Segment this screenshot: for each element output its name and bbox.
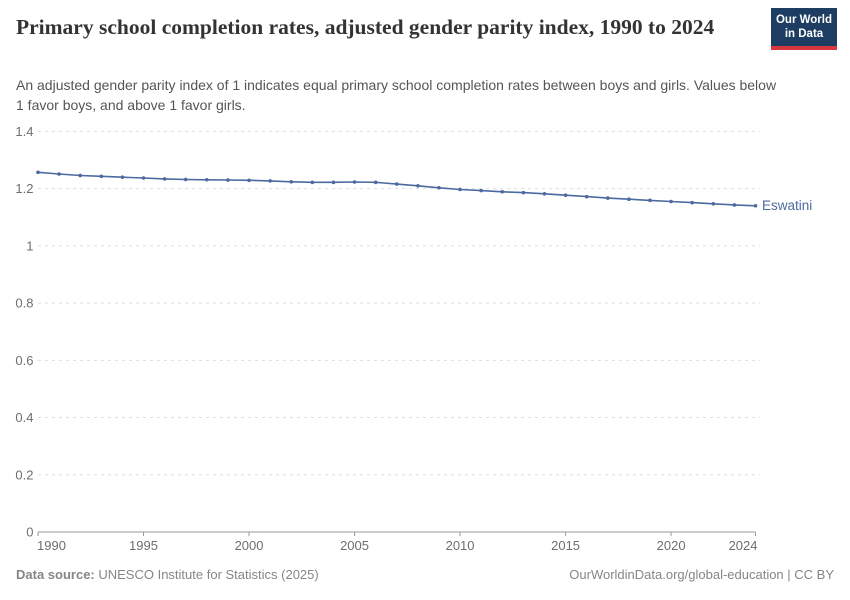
y-tick-label: 1 (26, 238, 33, 253)
data-point[interactable] (162, 177, 167, 181)
x-tick-label: 2015 (551, 538, 580, 553)
data-point[interactable] (226, 178, 230, 182)
data-point[interactable] (753, 203, 758, 208)
chart-footer: Data source: UNESCO Institute for Statis… (16, 567, 834, 582)
data-point[interactable] (394, 182, 399, 186)
data-point[interactable] (205, 177, 209, 182)
data-point[interactable] (437, 185, 441, 190)
x-tick-label: 1990 (37, 538, 66, 553)
data-point[interactable] (690, 200, 694, 205)
data-point[interactable] (36, 170, 40, 175)
data-point[interactable] (458, 187, 462, 192)
data-point[interactable] (669, 199, 673, 204)
data-point[interactable] (605, 196, 610, 200)
data-point[interactable] (247, 178, 251, 183)
x-tick-label: 2000 (235, 538, 264, 553)
data-source: Data source: UNESCO Institute for Statis… (16, 567, 319, 582)
footer-link[interactable]: OurWorldinData.org/global-education | CC… (569, 567, 834, 582)
data-point[interactable] (289, 179, 294, 184)
x-tick-label: 2005 (340, 538, 369, 553)
data-point[interactable] (183, 177, 188, 182)
series-end-label[interactable]: Eswatini (762, 198, 812, 213)
x-tick-label: 1995 (129, 538, 158, 553)
x-tick-label: 2024 (729, 538, 758, 553)
owid-logo-line2: in Data (784, 28, 824, 40)
data-point[interactable] (57, 172, 61, 176)
data-point[interactable] (711, 201, 716, 206)
data-point[interactable] (732, 203, 737, 207)
owid-logo-line1: Our World (775, 14, 832, 26)
y-tick-label: 0.2 (15, 467, 33, 482)
chart-title: Primary school completion rates, adjuste… (16, 15, 715, 39)
data-point[interactable] (648, 198, 652, 203)
y-tick-label: 1.4 (15, 124, 33, 139)
data-source-value: UNESCO Institute for Statistics (2025) (94, 567, 319, 582)
data-point[interactable] (120, 175, 125, 179)
data-point[interactable] (352, 180, 357, 184)
data-point[interactable] (563, 193, 568, 198)
data-point[interactable] (141, 176, 146, 180)
data-point[interactable] (78, 173, 83, 178)
data-source-label: Data source: (16, 567, 95, 582)
data-point[interactable] (542, 191, 547, 196)
data-point[interactable] (479, 188, 483, 193)
data-point[interactable] (373, 180, 378, 185)
owid-logo[interactable]: Our World in Data (771, 8, 837, 50)
data-point[interactable] (627, 197, 631, 202)
y-tick-label: 0.6 (15, 353, 33, 368)
y-tick-label: 0 (26, 525, 33, 540)
y-tick-label: 0.8 (15, 296, 33, 311)
data-point[interactable] (99, 174, 104, 179)
data-point[interactable] (584, 194, 589, 199)
data-point[interactable] (310, 180, 315, 185)
y-tick-label: 0.4 (15, 410, 33, 425)
data-point[interactable] (416, 183, 420, 188)
x-tick-label: 2020 (657, 538, 686, 553)
data-point[interactable] (331, 180, 336, 185)
data-point[interactable] (268, 179, 272, 183)
x-tick-label: 2010 (446, 538, 475, 553)
data-point[interactable] (521, 190, 526, 195)
chart-subtitle: An adjusted gender parity index of 1 ind… (16, 77, 777, 113)
data-point[interactable] (500, 189, 505, 194)
y-tick-label: 1.2 (15, 181, 33, 196)
